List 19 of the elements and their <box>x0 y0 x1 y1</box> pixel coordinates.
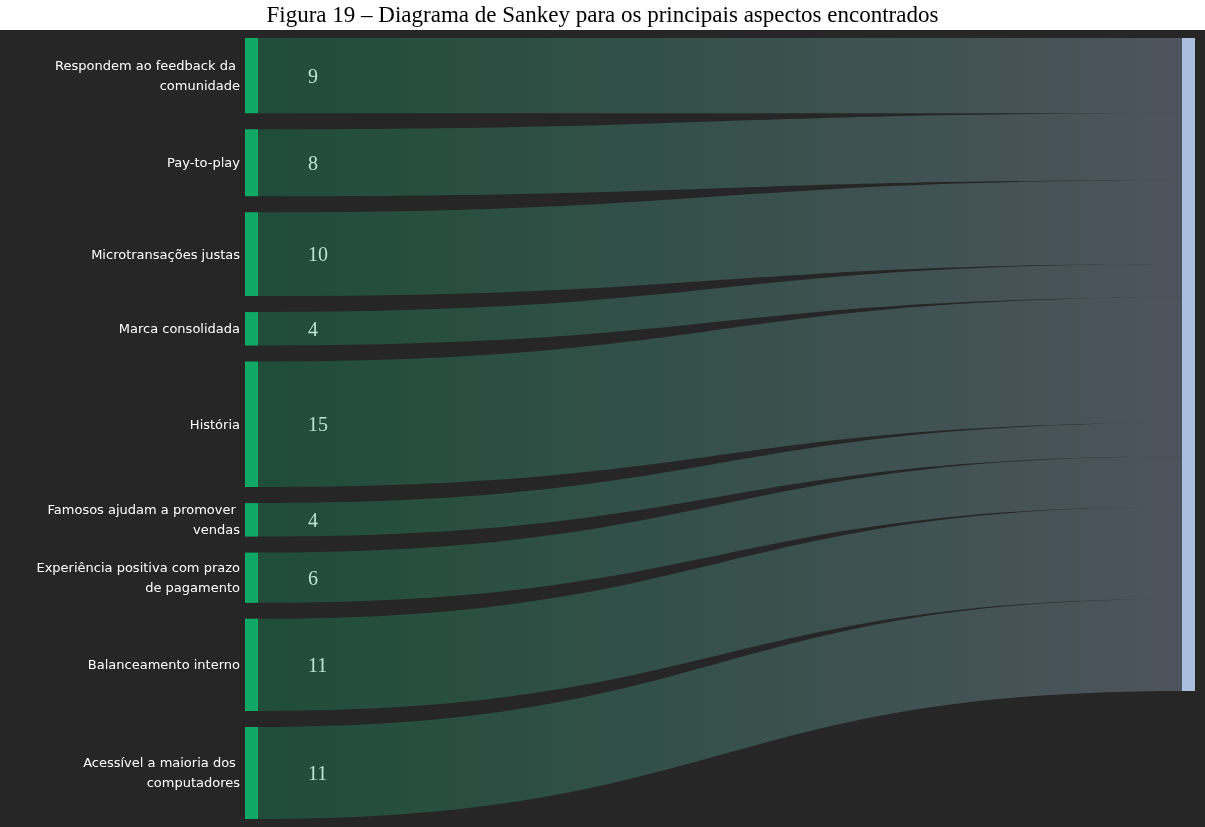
data-label: 8 <box>308 151 318 174</box>
category-label: Marca consolidada <box>118 321 240 337</box>
data-label: 4 <box>308 508 318 531</box>
data-label: 11 <box>308 653 328 676</box>
data-label: 4 <box>308 317 318 340</box>
category-label: Famosos ajudam a promover vendas <box>47 502 241 538</box>
text: Figura 19 – Diagrama de Sankey para os principais aspectos encontrados <box>265 1 940 29</box>
category-label: Respondem ao feedback da comunidade <box>55 58 240 94</box>
category-label: Balanceamento interno <box>87 657 241 673</box>
data-label: 9 <box>308 64 318 87</box>
category-label: Pay-to-play <box>167 155 241 171</box>
data-label: 6 <box>308 566 318 589</box>
data-label: 11 <box>308 761 328 784</box>
category-label: Microtransações justas <box>91 246 241 262</box>
category-label: Acessível a maioria dos computadores <box>83 755 241 791</box>
category-label: História <box>189 416 240 432</box>
data-label: 15 <box>308 413 328 436</box>
data-label: 10 <box>308 243 328 266</box>
category-label: Experiência positiva com prazo de pagamento <box>36 560 241 596</box>
